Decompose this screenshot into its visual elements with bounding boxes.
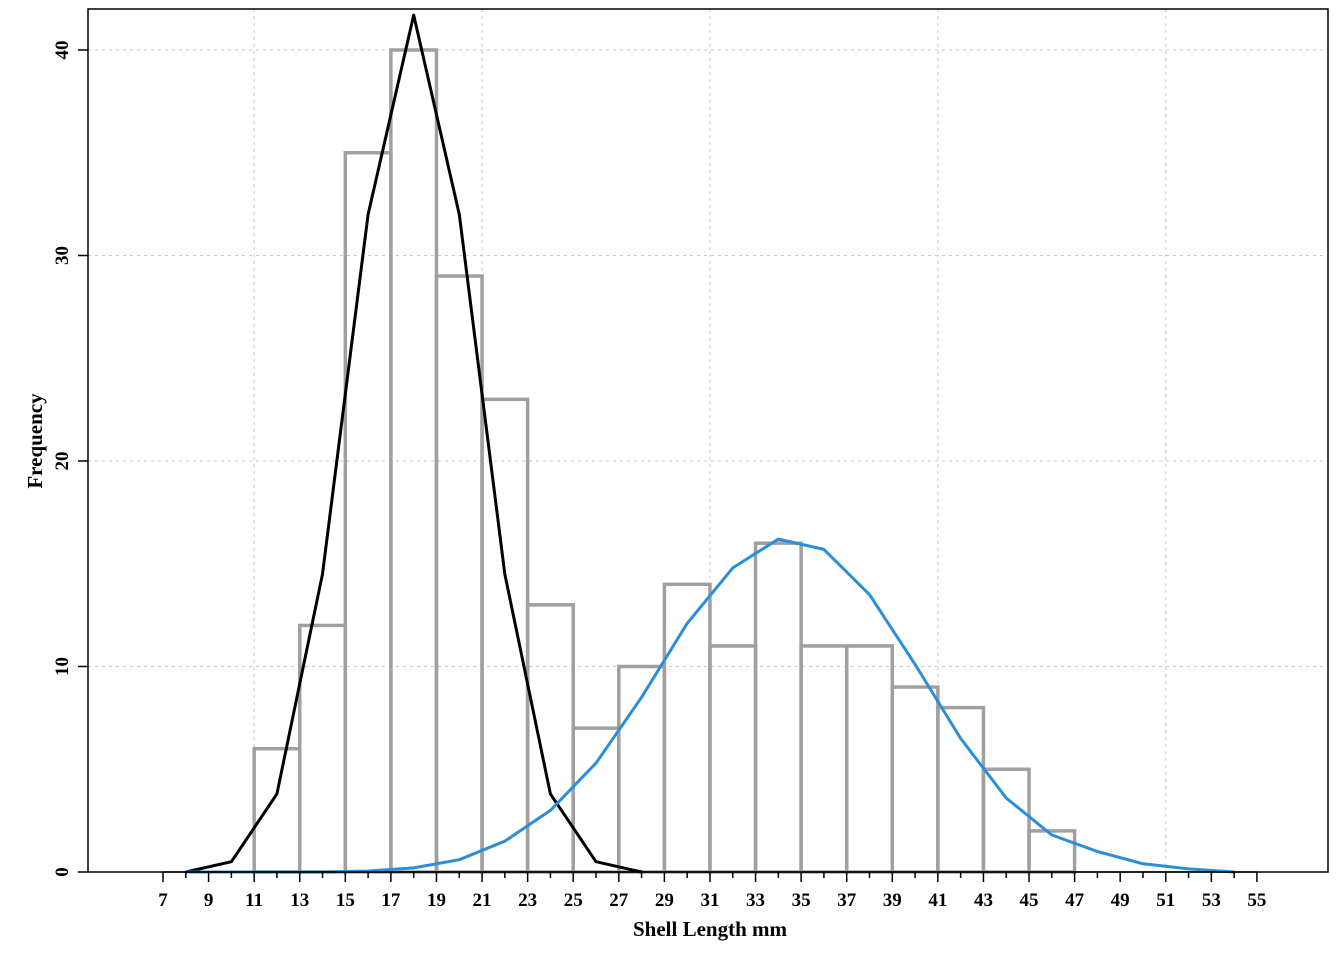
- x-tick-label: 53: [1202, 890, 1221, 911]
- x-tick-label: 33: [746, 890, 765, 911]
- y-tick-label: 40: [52, 41, 73, 60]
- x-axis-title: Shell Length mm: [633, 917, 788, 941]
- histogram-bar: [753, 541, 803, 874]
- histogram-bar: [571, 726, 621, 874]
- x-tick-label: 7: [158, 890, 168, 911]
- x-tick-label: 55: [1247, 890, 1266, 911]
- density-curves: [184, 13, 1236, 874]
- x-tick-label: 39: [883, 890, 902, 911]
- x-tick-label: 31: [700, 890, 719, 911]
- x-tick-label: 21: [473, 890, 492, 911]
- x-tick-label: 23: [518, 890, 537, 911]
- histogram-bar: [480, 397, 530, 874]
- plot-frame: [87, 8, 1329, 873]
- histogram-bar: [297, 623, 348, 874]
- y-tick-label: 10: [52, 657, 73, 676]
- grid-lines: [88, 9, 1328, 872]
- histogram-bar: [890, 685, 940, 874]
- histogram-bar: [799, 644, 849, 874]
- x-tick-label: 15: [336, 890, 355, 911]
- x-tick-label: 13: [290, 890, 309, 911]
- x-axis: 7 9 11 13 15 17 19 21 23 25 27 29 31 33 35 37 39 41 43 45 47…: [158, 871, 1266, 911]
- x-tick-label: 43: [974, 890, 993, 911]
- x-tick-label: 25: [564, 890, 583, 911]
- x-tick-label: 17: [381, 890, 401, 911]
- x-tick-label: 41: [928, 890, 947, 911]
- x-tick-label: 45: [1020, 890, 1039, 911]
- x-tick-label: 49: [1111, 890, 1130, 911]
- histogram-bar: [936, 705, 986, 874]
- histogram-bar: [981, 767, 1031, 874]
- histogram-bar: [434, 274, 484, 874]
- x-tick-label: 51: [1156, 890, 1175, 911]
- x-tick-label: 37: [837, 890, 857, 911]
- x-tick-label: 9: [204, 890, 214, 911]
- histogram-bar: [252, 746, 302, 874]
- x-tick-label: 11: [245, 890, 263, 911]
- x-tick-label: 35: [792, 890, 811, 911]
- y-tick-label: 0: [52, 867, 73, 877]
- histogram-bar: [662, 582, 712, 874]
- histogram-bar: [844, 644, 895, 874]
- histogram-bar: [343, 151, 393, 874]
- x-tick-label: 29: [655, 890, 674, 911]
- y-tick-label: 20: [52, 452, 73, 471]
- x-tick-label: 47: [1065, 890, 1085, 911]
- x-tick-label: 27: [609, 890, 629, 911]
- x-tick-label: 19: [427, 890, 446, 911]
- density-curve-black: [184, 13, 644, 874]
- histogram-bar: [525, 603, 575, 874]
- density-curve-blue: [184, 537, 1236, 874]
- y-axis: 0 10 20 30 40: [52, 41, 88, 877]
- histogram-bar: [1027, 829, 1077, 874]
- y-axis-title: Frequency: [23, 393, 47, 489]
- histogram-bar: [708, 644, 758, 874]
- y-tick-label: 30: [52, 246, 73, 265]
